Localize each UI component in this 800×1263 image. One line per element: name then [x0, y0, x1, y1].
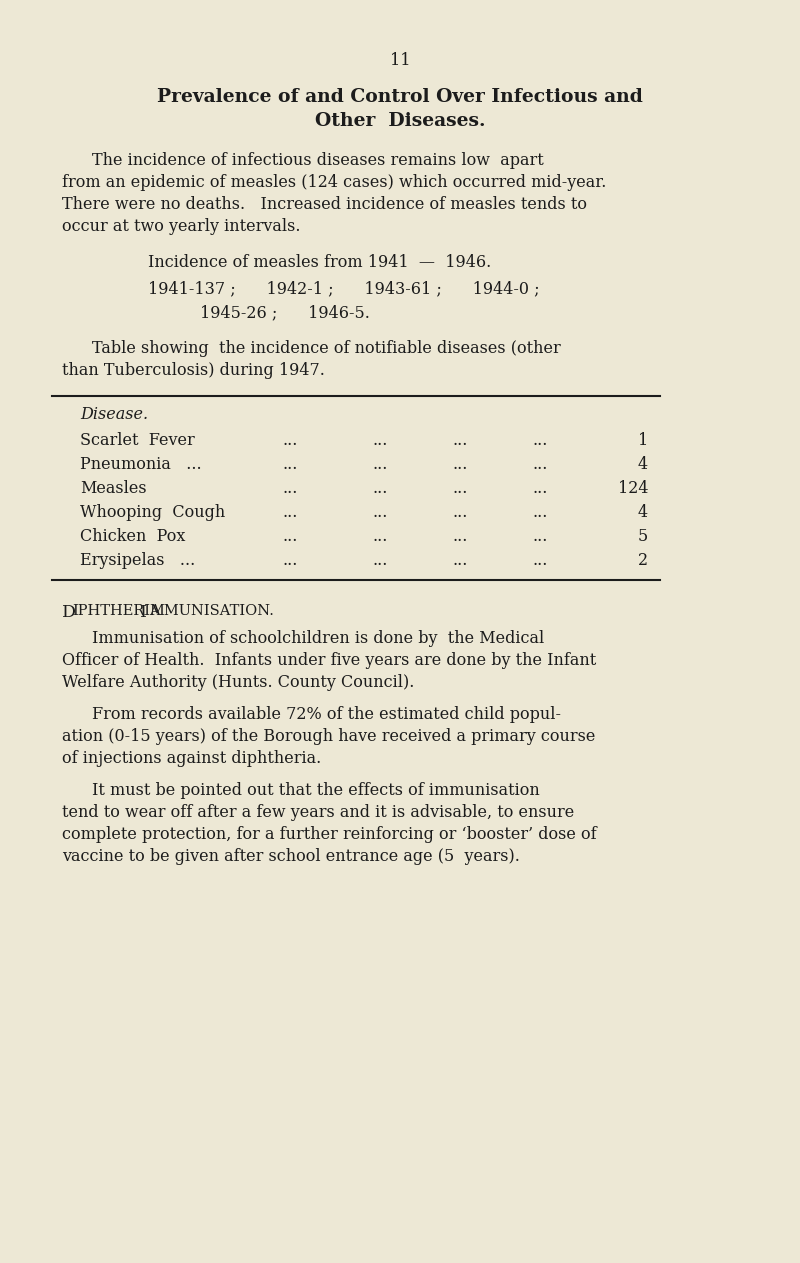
Text: Disease.: Disease.: [80, 405, 148, 423]
Text: 124: 124: [618, 480, 648, 498]
Text: Prevalence of and Control Over Infectious and: Prevalence of and Control Over Infectiou…: [157, 88, 643, 106]
Text: Other  Diseases.: Other Diseases.: [314, 112, 486, 130]
Text: Officer of Health.  Infants under five years are done by the Infant: Officer of Health. Infants under five ye…: [62, 652, 596, 669]
Text: 1941-137 ;      1942-1 ;      1943-61 ;      1944-0 ;: 1941-137 ; 1942-1 ; 1943-61 ; 1944-0 ;: [148, 280, 540, 297]
Text: 5: 5: [638, 528, 648, 546]
Text: ation (0-15 years) of the Borough have received a primary course: ation (0-15 years) of the Borough have r…: [62, 727, 595, 745]
Text: ...: ...: [372, 528, 388, 546]
Text: There were no deaths.   Increased incidence of measles tends to: There were no deaths. Increased incidenc…: [62, 196, 587, 213]
Text: ...: ...: [282, 456, 298, 474]
Text: from an epidemic of measles (124 cases) which occurred mid-year.: from an epidemic of measles (124 cases) …: [62, 174, 606, 191]
Text: I: I: [140, 604, 147, 621]
Text: Immunisation of schoolchildren is done by  the Medical: Immunisation of schoolchildren is done b…: [92, 630, 544, 647]
Text: ...: ...: [452, 432, 468, 450]
Text: ...: ...: [532, 480, 548, 498]
Text: of injections against diphtheria.: of injections against diphtheria.: [62, 750, 322, 767]
Text: IPHTHERIA: IPHTHERIA: [72, 604, 161, 618]
Text: ...: ...: [532, 504, 548, 522]
Text: Erysipelas   ...: Erysipelas ...: [80, 552, 195, 570]
Text: From records available 72% of the estimated child popul-: From records available 72% of the estima…: [92, 706, 561, 722]
Text: ...: ...: [532, 528, 548, 546]
Text: D: D: [62, 604, 76, 621]
Text: 4: 4: [638, 456, 648, 474]
Text: Table showing  the incidence of notifiable diseases (other: Table showing the incidence of notifiabl…: [92, 340, 561, 357]
Text: 2: 2: [638, 552, 648, 570]
Text: Incidence of measles from 1941  —  1946.: Incidence of measles from 1941 — 1946.: [148, 254, 491, 272]
Text: ...: ...: [372, 480, 388, 498]
Text: ...: ...: [372, 552, 388, 570]
Text: occur at two yearly intervals.: occur at two yearly intervals.: [62, 218, 301, 235]
Text: ...: ...: [452, 504, 468, 522]
Text: Welfare Authority (Hunts. County Council).: Welfare Authority (Hunts. County Council…: [62, 674, 414, 691]
Text: ...: ...: [452, 528, 468, 546]
Text: Pneumonia   ...: Pneumonia ...: [80, 456, 202, 474]
Text: than Tuberculosis) during 1947.: than Tuberculosis) during 1947.: [62, 362, 325, 379]
Text: It must be pointed out that the effects of immunisation: It must be pointed out that the effects …: [92, 782, 540, 799]
Text: ...: ...: [372, 456, 388, 474]
Text: complete protection, for a further reinforcing or ‘booster’ dose of: complete protection, for a further reinf…: [62, 826, 597, 842]
Text: ...: ...: [532, 432, 548, 450]
Text: ...: ...: [282, 528, 298, 546]
Text: ...: ...: [452, 456, 468, 474]
Text: tend to wear off after a few years and it is advisable, to ensure: tend to wear off after a few years and i…: [62, 805, 574, 821]
Text: vaccine to be given after school entrance age (5  years).: vaccine to be given after school entranc…: [62, 847, 520, 865]
Text: ...: ...: [372, 432, 388, 450]
Text: ...: ...: [282, 432, 298, 450]
Text: ...: ...: [282, 504, 298, 522]
Text: The incidence of infectious diseases remains low  apart: The incidence of infectious diseases rem…: [92, 152, 544, 169]
Text: ...: ...: [282, 552, 298, 570]
Text: ...: ...: [452, 552, 468, 570]
Text: ...: ...: [532, 552, 548, 570]
Text: 1945-26 ;      1946-5.: 1945-26 ; 1946-5.: [200, 304, 370, 321]
Text: Whooping  Cough: Whooping Cough: [80, 504, 226, 522]
Text: Scarlet  Fever: Scarlet Fever: [80, 432, 194, 450]
Text: Chicken  Pox: Chicken Pox: [80, 528, 186, 546]
Text: 11: 11: [390, 52, 410, 69]
Text: MMUNISATION.: MMUNISATION.: [149, 604, 274, 618]
Text: ...: ...: [282, 480, 298, 498]
Text: 4: 4: [638, 504, 648, 522]
Text: ...: ...: [452, 480, 468, 498]
Text: ...: ...: [532, 456, 548, 474]
Text: ...: ...: [372, 504, 388, 522]
Text: Measles: Measles: [80, 480, 146, 498]
Text: 1: 1: [638, 432, 648, 450]
